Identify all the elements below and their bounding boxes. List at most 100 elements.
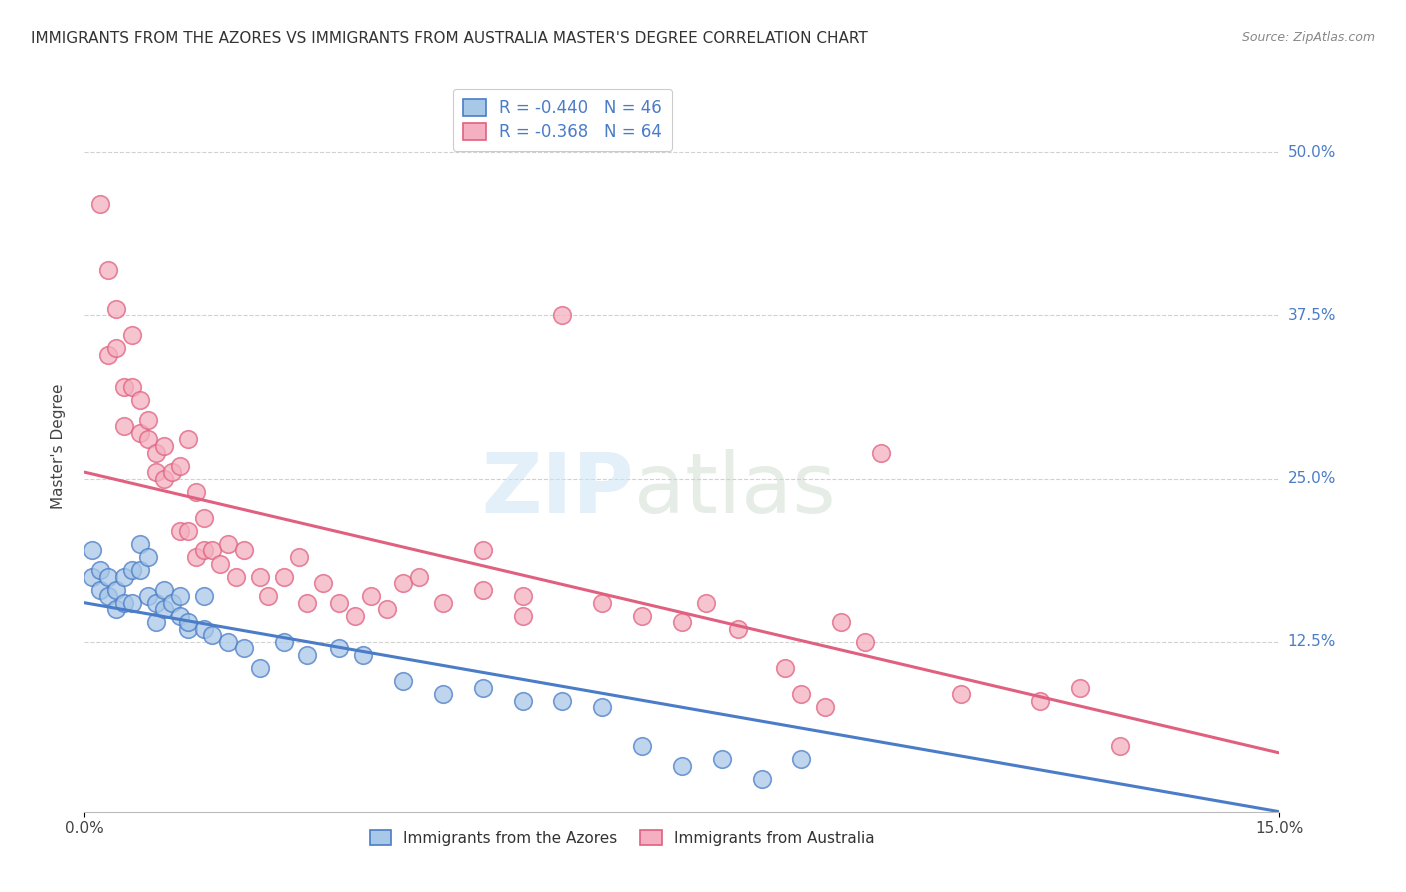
Point [790,687,813,701]
Point [949,687,972,701]
Point [814,700,837,714]
Point [105,582,128,597]
Y-axis label: Master's Degree: Master's Degree [51,384,66,508]
Text: 37.5%: 37.5% [1288,308,1336,323]
Point [136,589,159,603]
Point [201,628,224,642]
Point [136,413,159,427]
Point [153,582,176,597]
Point [432,596,454,610]
Point [512,694,534,708]
Point [392,674,415,689]
Point [631,608,654,623]
Point [249,569,271,583]
Point [344,608,367,623]
Point [129,425,152,440]
Point [89,563,111,577]
Point [471,582,494,597]
Point [551,309,574,323]
Point [471,543,494,558]
Point [153,472,176,486]
Point [312,576,335,591]
Text: 50.0%: 50.0% [1288,145,1336,160]
Point [169,608,191,623]
Point [160,465,183,479]
Point [89,197,111,211]
Point [97,348,120,362]
Point [105,341,128,355]
Point [671,759,693,773]
Point [89,582,111,597]
Point [129,393,152,408]
Point [352,648,374,662]
Point [695,596,717,610]
Point [136,433,159,447]
Point [727,622,749,636]
Point [273,635,295,649]
Point [193,622,215,636]
Point [328,596,350,610]
Point [671,615,693,630]
Point [710,752,733,766]
Point [790,752,813,766]
Point [225,569,247,583]
Point [145,596,167,610]
Point [121,380,143,394]
Point [870,445,893,459]
Point [392,576,415,591]
Point [1029,694,1052,708]
Point [112,380,135,394]
Point [169,458,191,473]
Text: 12.5%: 12.5% [1288,634,1336,649]
Point [432,687,454,701]
Point [105,602,128,616]
Point [256,589,278,603]
Point [273,569,295,583]
Point [129,537,152,551]
Point [112,419,135,434]
Point [121,596,143,610]
Point [1069,681,1091,695]
Point [375,602,398,616]
Point [105,301,128,316]
Point [82,569,104,583]
Point [160,596,183,610]
Point [177,524,200,538]
Point [129,563,152,577]
Point [328,641,350,656]
Text: IMMIGRANTS FROM THE AZORES VS IMMIGRANTS FROM AUSTRALIA MASTER'S DEGREE CORRELAT: IMMIGRANTS FROM THE AZORES VS IMMIGRANTS… [31,31,868,46]
Point [217,537,239,551]
Point [288,549,311,564]
Point [232,641,254,656]
Point [297,648,319,662]
Point [193,511,215,525]
Point [121,328,143,343]
Point [551,694,574,708]
Point [217,635,239,649]
Point [297,596,319,610]
Point [153,602,176,616]
Point [591,596,613,610]
Point [591,700,613,714]
Point [184,484,207,499]
Point [249,661,271,675]
Text: atlas: atlas [634,450,835,531]
Point [830,615,852,630]
Point [751,772,773,786]
Point [97,589,120,603]
Point [97,569,120,583]
Point [471,681,494,695]
Point [136,549,159,564]
Point [169,589,191,603]
Point [201,543,224,558]
Point [184,549,207,564]
Point [631,739,654,754]
Point [153,439,176,453]
Point [177,433,200,447]
Point [193,543,215,558]
Point [360,589,382,603]
Point [145,615,167,630]
Point [97,262,120,277]
Point [775,661,797,675]
Point [208,557,231,571]
